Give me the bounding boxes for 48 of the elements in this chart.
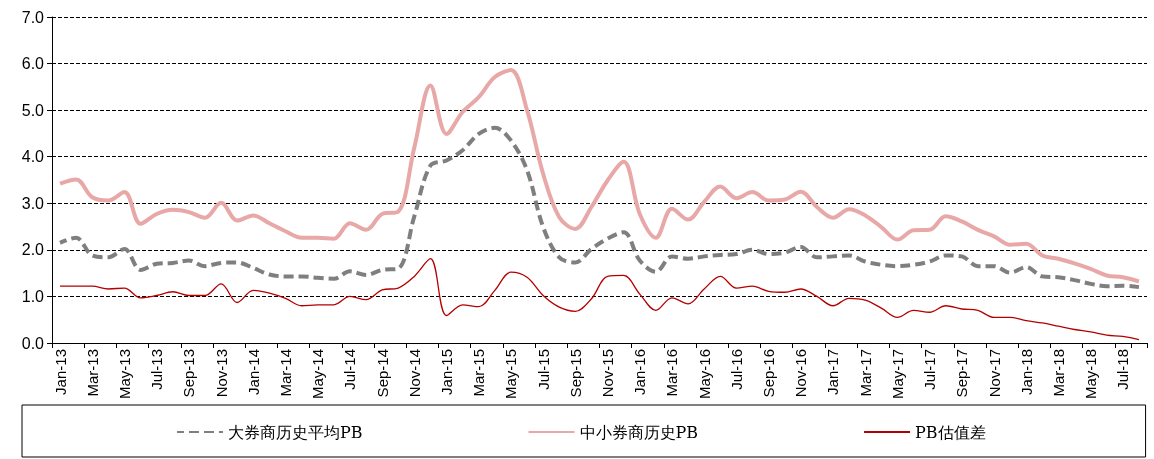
- x-tick-label: May-16: [695, 349, 713, 400]
- x-tick-label: Nov-17: [985, 349, 1003, 398]
- x-tick-label: Mar-16: [663, 349, 681, 397]
- x-tick-label: Jan-14: [244, 349, 262, 395]
- x-tick-label: Mar-17: [856, 349, 874, 397]
- legend-label: 大券商历史平均PB: [228, 422, 363, 442]
- x-tick-label: Mar-13: [83, 349, 101, 397]
- line-series: [58, 125, 1141, 290]
- x-tick-label: Jan-18: [1017, 349, 1035, 395]
- x-tick-label: Jul-16: [727, 349, 745, 390]
- x-tick-label: Jan-17: [824, 349, 842, 395]
- x-tick-label: Sep-17: [953, 349, 971, 398]
- x-tick-label: Jul-17: [921, 349, 939, 390]
- line-series: [59, 258, 1140, 341]
- x-tick-label: Nov-13: [212, 349, 230, 398]
- x-tick-label: Sep-16: [760, 349, 778, 398]
- y-tick-label: 2.0: [21, 241, 45, 259]
- x-tick-label: Mar-14: [276, 349, 294, 397]
- x-tick-label: Sep-13: [180, 349, 198, 398]
- x-tick-label: Nov-15: [599, 349, 617, 398]
- x-tick-label: Jan-16: [631, 349, 649, 395]
- x-tick-label: Jul-15: [534, 349, 552, 390]
- x-tick-label: May-15: [502, 349, 520, 400]
- x-tick-label: Mar-18: [1049, 349, 1067, 397]
- x-tick-label: Nov-16: [792, 349, 810, 398]
- y-tick-label: 6.0: [21, 55, 45, 73]
- x-tick-label: May-18: [1082, 349, 1100, 400]
- y-tick-label: 7.0: [21, 8, 45, 26]
- y-tick-label: 5.0: [21, 101, 45, 119]
- x-tick-label: Jul-14: [341, 349, 359, 390]
- x-tick-label: Nov-14: [405, 349, 423, 398]
- legend-label: 中小券商历史PB: [579, 422, 699, 442]
- y-tick-label: 1.0: [21, 287, 45, 305]
- y-tick-label: 0.0: [21, 334, 45, 352]
- y-tick-label: 4.0: [21, 148, 45, 166]
- x-tick-label: Jan-15: [438, 349, 456, 395]
- x-tick-label: May-14: [309, 349, 327, 400]
- x-tick-label: Sep-14: [373, 349, 391, 398]
- legend-label: PB估值差: [915, 422, 986, 442]
- x-tick-label: Jul-18: [1114, 349, 1132, 390]
- x-tick-label: Jan-13: [51, 349, 69, 395]
- line-series: [58, 68, 1141, 284]
- y-tick-label: 3.0: [21, 194, 45, 212]
- x-tick-label: Jul-13: [148, 349, 166, 390]
- x-tick-label: May-13: [115, 349, 133, 400]
- x-tick-label: Mar-15: [470, 349, 488, 397]
- x-tick-label: May-17: [888, 349, 906, 400]
- x-tick-label: Sep-15: [566, 349, 584, 398]
